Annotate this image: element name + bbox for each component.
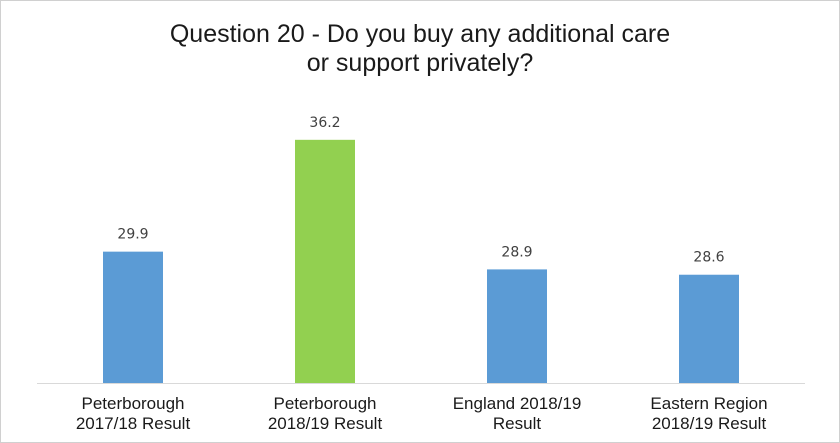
bar-3 — [487, 269, 547, 383]
bars-layer — [103, 139, 739, 383]
category-label-4-line-2: 2018/19 Result — [652, 414, 767, 433]
data-label-4: 28.6 — [693, 250, 724, 266]
category-label-1-line-2: 2017/18 Result — [76, 414, 191, 433]
category-label-2-line-1: Peterborough — [273, 394, 376, 413]
category-label-1-line-1: Peterborough — [81, 394, 184, 413]
category-label-3-line-2: Result — [493, 414, 541, 433]
category-label-3-line-1: England 2018/19 — [453, 394, 582, 413]
data-label-3: 28.9 — [501, 244, 532, 260]
data-label-2: 36.2 — [309, 115, 340, 131]
category-label-2-line-2: 2018/19 Result — [268, 414, 383, 433]
bar-4 — [679, 274, 739, 383]
bar-2 — [295, 139, 355, 383]
bar-1 — [103, 251, 163, 383]
chart-title-line-2: or support privately? — [306, 49, 534, 77]
chart-title-line-1: Question 20 - Do you buy any additional … — [169, 20, 671, 48]
data-label-1: 29.9 — [117, 227, 148, 243]
chart-title: Question 20 - Do you buy any additional … — [0, 20, 840, 78]
category-label-4-line-1: Eastern Region — [650, 394, 767, 413]
